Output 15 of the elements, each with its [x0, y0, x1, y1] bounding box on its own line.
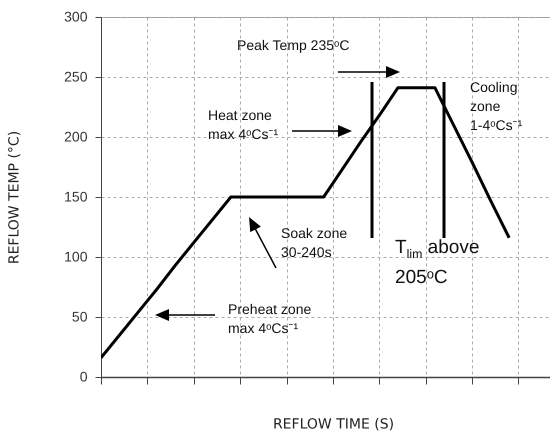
y-tick-label: 300 — [64, 8, 88, 24]
y-tick-label: 200 — [64, 128, 88, 144]
y-tick-label: 0 — [80, 368, 88, 384]
annotation: Peak Temp 235ᵒC — [237, 36, 350, 55]
annotation: Soak zone 30-240s — [281, 224, 348, 262]
y-axis-title: REFLOW TEMP (°C) — [6, 130, 22, 264]
y-tick-label: 250 — [64, 68, 88, 84]
annotation: Heat zone max 4ᵒCs⁻¹ — [208, 106, 278, 144]
y-tick-label: 50 — [72, 308, 88, 324]
x-axis-title: REFLOW TIME (S) — [272, 416, 394, 432]
annotation: Cooling zone 1-4ᵒCs⁻¹ — [470, 78, 522, 135]
annotation: T$_{lim}$ above 205ᵒC — [395, 236, 480, 290]
y-tick-label: 100 — [64, 248, 88, 264]
annotation: Preheat zone max 4ᵒCs⁻¹ — [228, 300, 312, 338]
y-tick-label: 150 — [64, 188, 88, 204]
